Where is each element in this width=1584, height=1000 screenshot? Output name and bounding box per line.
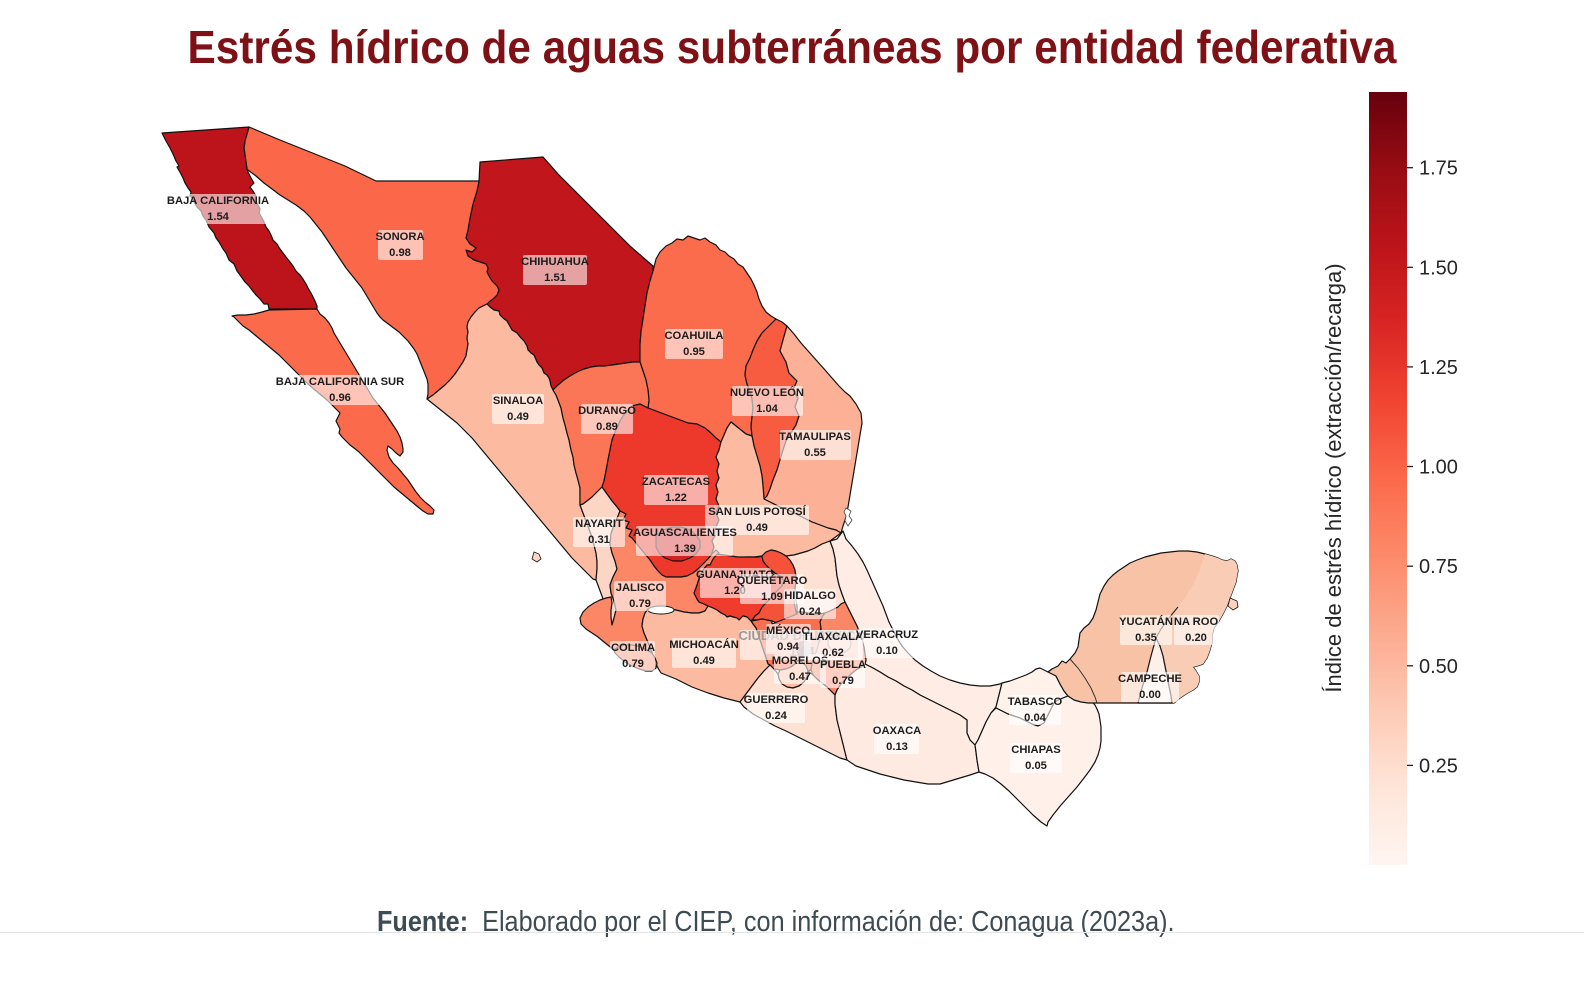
svg-text:0.20: 0.20 xyxy=(1185,632,1207,644)
svg-text:Índice de estrés hídrico (extr: Índice de estrés hídrico (extracción/rec… xyxy=(1321,263,1346,692)
svg-text:NUEVO LEÓN: NUEVO LEÓN xyxy=(730,386,804,399)
svg-text:0.95: 0.95 xyxy=(683,346,705,358)
svg-text:YUCATÁN: YUCATÁN xyxy=(1119,615,1173,628)
svg-text:CHIAPAS: CHIAPAS xyxy=(1011,744,1061,756)
svg-text:TAMAULIPAS: TAMAULIPAS xyxy=(779,431,851,443)
svg-text:CAMPECHE: CAMPECHE xyxy=(1118,673,1183,685)
svg-text:1.51: 1.51 xyxy=(544,272,566,284)
svg-text:ZACATECAS: ZACATECAS xyxy=(642,476,711,488)
svg-text:SINALOA: SINALOA xyxy=(493,395,543,407)
svg-text:BAJA CALIFORNIA SUR: BAJA CALIFORNIA SUR xyxy=(276,376,404,388)
svg-text:0.49: 0.49 xyxy=(507,411,529,423)
svg-text:AGUASCALIENTES: AGUASCALIENTES xyxy=(633,527,737,539)
svg-text:MICHOACÁN: MICHOACÁN xyxy=(669,638,739,651)
svg-text:MORELOS: MORELOS xyxy=(772,655,829,667)
svg-text:SONORA: SONORA xyxy=(375,231,424,243)
svg-text:0.49: 0.49 xyxy=(693,655,715,667)
svg-text:SAN LUIS POTOSÍ: SAN LUIS POTOSÍ xyxy=(708,505,806,518)
svg-text:GUERRERO: GUERRERO xyxy=(744,694,809,706)
svg-text:COAHUILA: COAHUILA xyxy=(664,330,723,342)
svg-text:1.75: 1.75 xyxy=(1419,158,1458,180)
svg-text:JALISCO: JALISCO xyxy=(616,582,665,594)
svg-text:0.35: 0.35 xyxy=(1135,632,1157,644)
svg-text:PUEBLA: PUEBLA xyxy=(820,659,866,671)
svg-text:QUERÉTARO: QUERÉTARO xyxy=(737,574,808,587)
svg-text:0.98: 0.98 xyxy=(389,247,411,259)
svg-text:1.39: 1.39 xyxy=(674,543,696,555)
svg-text:0.79: 0.79 xyxy=(629,598,651,610)
svg-text:MÉXICO: MÉXICO xyxy=(766,624,810,637)
svg-text:0.31: 0.31 xyxy=(588,534,610,546)
svg-text:0.94: 0.94 xyxy=(777,641,800,653)
svg-text:BAJA CALIFORNIA: BAJA CALIFORNIA xyxy=(167,195,269,207)
svg-text:1.22: 1.22 xyxy=(665,492,687,504)
svg-text:CHIHUAHUA: CHIHUAHUA xyxy=(521,256,589,268)
svg-text:1.54: 1.54 xyxy=(207,211,230,223)
svg-text:TLAXCALA: TLAXCALA xyxy=(803,631,863,643)
svg-text:COLIMA: COLIMA xyxy=(611,642,655,654)
svg-text:0.00: 0.00 xyxy=(1139,689,1161,701)
svg-text:NA ROO: NA ROO xyxy=(1174,616,1219,628)
svg-text:0.55: 0.55 xyxy=(804,447,826,459)
svg-text:DURANGO: DURANGO xyxy=(578,405,636,417)
svg-text:0.24: 0.24 xyxy=(799,606,822,618)
svg-text:0.10: 0.10 xyxy=(876,645,898,657)
svg-text:OAXACA: OAXACA xyxy=(873,725,921,737)
svg-text:1.50: 1.50 xyxy=(1419,257,1458,279)
svg-text:0.62: 0.62 xyxy=(822,647,844,659)
svg-text:0.79: 0.79 xyxy=(832,675,854,687)
svg-text:0.25: 0.25 xyxy=(1419,755,1458,777)
svg-text:0.89: 0.89 xyxy=(596,421,618,433)
svg-text:0.13: 0.13 xyxy=(886,741,908,753)
svg-text:1.04: 1.04 xyxy=(756,403,779,415)
svg-text:0.05: 0.05 xyxy=(1025,760,1047,772)
svg-text:0.50: 0.50 xyxy=(1419,656,1458,678)
svg-text:1.00: 1.00 xyxy=(1419,457,1458,479)
svg-text:TABASCO: TABASCO xyxy=(1008,696,1063,708)
svg-text:HIDALGO: HIDALGO xyxy=(784,590,836,602)
svg-text:0.75: 0.75 xyxy=(1419,556,1458,578)
svg-text:0.49: 0.49 xyxy=(746,522,768,534)
svg-text:0.24: 0.24 xyxy=(765,710,788,722)
svg-text:1.25: 1.25 xyxy=(1419,357,1458,379)
svg-text:0.96: 0.96 xyxy=(329,392,351,404)
svg-text:0.79: 0.79 xyxy=(622,658,644,670)
svg-text:VERACRUZ: VERACRUZ xyxy=(856,629,918,641)
svg-text:1.09: 1.09 xyxy=(761,591,783,603)
svg-text:0.47: 0.47 xyxy=(789,671,811,683)
svg-text:0.04: 0.04 xyxy=(1024,712,1047,724)
svg-text:NAYARIT: NAYARIT xyxy=(575,518,623,530)
